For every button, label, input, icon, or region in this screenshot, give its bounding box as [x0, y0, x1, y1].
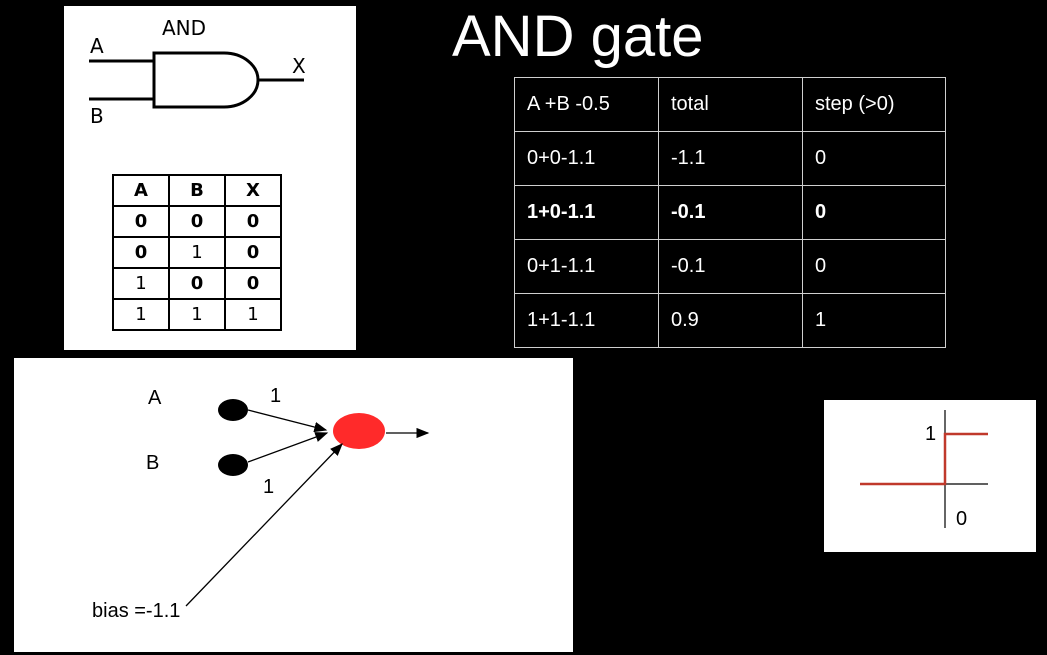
step-function-plot	[860, 410, 988, 528]
perceptron-table-row-highlighted: 1+0-1.1 -0.1 0	[514, 185, 946, 240]
step-high-label: 1	[925, 423, 937, 445]
edge-bias	[185, 443, 343, 607]
step-low-label: 0	[956, 508, 968, 530]
gate-truth-cell: 0	[112, 236, 170, 269]
perceptron-header-cell: total	[658, 77, 803, 132]
gate-truth-header-cell: X	[224, 174, 282, 207]
gate-truth-header-cell: B	[168, 174, 226, 207]
perceptron-network-diagram: A B 1 1 bias =-1.1	[14, 358, 573, 652]
weight-b-label: 1	[263, 476, 275, 498]
perceptron-cell: 0.9	[658, 293, 803, 348]
perceptron-header-cell: step (>0)	[802, 77, 946, 132]
slide-title: AND gate	[452, 4, 704, 69]
gate-input-a-label: A	[90, 34, 104, 58]
gate-truth-cell: 1	[112, 267, 170, 300]
gate-truth-row: 0 0 0	[112, 205, 282, 238]
gate-label: AND	[162, 16, 207, 40]
gate-truth-cell: 0	[224, 267, 282, 300]
perceptron-cell: -0.1	[658, 239, 803, 294]
gate-truth-row: 0 1 0	[112, 236, 282, 269]
perceptron-table-row: 0+1-1.1 -0.1 0	[514, 239, 946, 294]
gate-truth-cell: 0	[224, 236, 282, 269]
gate-truth-cell: 0	[168, 267, 226, 300]
perceptron-table: A +B -0.5 total step (>0) 0+0-1.1 -1.1 0…	[514, 77, 946, 348]
perceptron-cell: -1.1	[658, 131, 803, 186]
gate-truth-cell: 0	[168, 205, 226, 238]
gate-truth-cell: 0	[112, 205, 170, 238]
and-gate-symbol	[89, 51, 304, 109]
edge-b	[247, 432, 329, 463]
gate-input-b-label: B	[90, 104, 104, 128]
gate-truth-table: A B X 0 0 0 0 1 0 1 0 0 1 1 1	[112, 174, 282, 331]
gate-truth-row: 1 0 0	[112, 267, 282, 300]
perceptron-table-row: 1+1-1.1 0.9 1	[514, 293, 946, 348]
gate-truth-cell: 1	[224, 298, 282, 331]
perceptron-cell: 0	[802, 239, 946, 294]
perceptron-cell: 0+0-1.1	[514, 131, 659, 186]
gate-truth-cell: 0	[224, 205, 282, 238]
input-node-a	[218, 399, 248, 421]
gate-truth-header-cell: A	[112, 174, 170, 207]
perceptron-cell: 0	[802, 185, 946, 240]
perceptron-table-row: 0+0-1.1 -1.1 0	[514, 131, 946, 186]
edge-a	[247, 409, 328, 433]
perceptron-header-cell: A +B -0.5	[514, 77, 659, 132]
perceptron-cell: 1+1-1.1	[514, 293, 659, 348]
output-neuron	[333, 413, 385, 449]
network-graphic	[185, 399, 430, 607]
input-a-label: A	[148, 387, 162, 409]
perceptron-cell: 0+1-1.1	[514, 239, 659, 294]
perceptron-cell: -0.1	[658, 185, 803, 240]
weight-a-label: 1	[270, 385, 282, 407]
perceptron-cell: 0	[802, 131, 946, 186]
perceptron-cell: 1	[802, 293, 946, 348]
gate-truth-cell: 1	[168, 298, 226, 331]
bias-label: bias =-1.1	[92, 600, 181, 622]
perceptron-cell: 1+0-1.1	[514, 185, 659, 240]
input-node-b	[218, 454, 248, 476]
gate-truth-header: A B X	[112, 174, 282, 207]
gate-output-label: X	[292, 54, 306, 78]
gate-truth-cell: 1	[168, 236, 226, 269]
gate-truth-row: 1 1 1	[112, 298, 282, 331]
gate-truth-cell: 1	[112, 298, 170, 331]
input-b-label: B	[146, 452, 160, 474]
step-function-graph: 1 0	[824, 400, 1036, 552]
step-curve	[860, 432, 988, 486]
perceptron-table-header: A +B -0.5 total step (>0)	[514, 77, 946, 132]
and-gate-diagram: AND A B X A B X 0 0 0 0 1 0 1 0 0 1 1 1	[64, 6, 356, 350]
